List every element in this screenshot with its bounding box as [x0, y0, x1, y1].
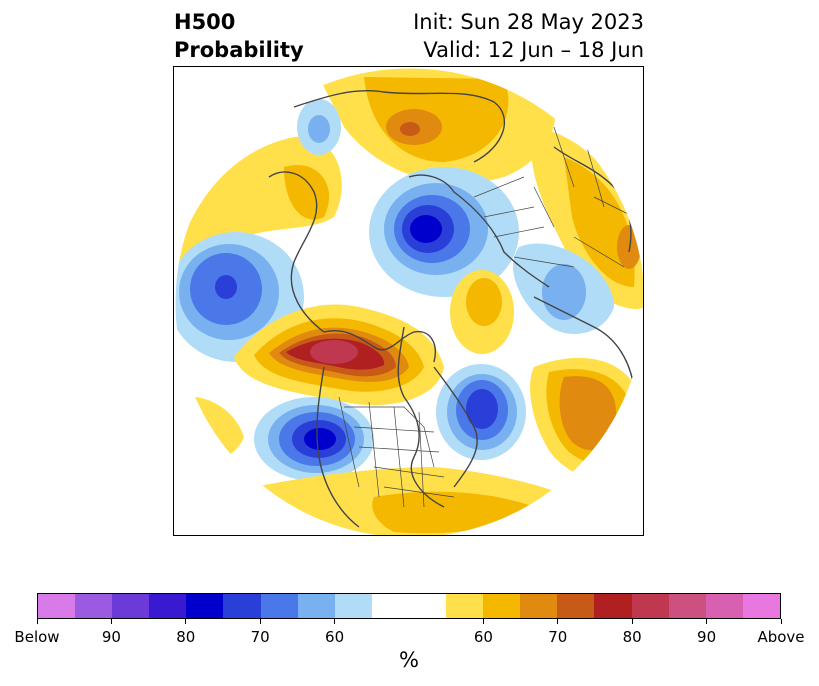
- colorbar-segment: [334, 594, 372, 618]
- colorbar-tick-label: 60: [325, 628, 345, 646]
- anomaly-atlantic-max: [559, 376, 617, 451]
- anomaly-arctic-min: [410, 215, 442, 243]
- colorbar-tick-label: 60: [473, 628, 493, 646]
- colorbar-tickmark: [706, 619, 708, 624]
- anomaly-pole-core: [466, 278, 502, 326]
- colorbar-segment: [520, 594, 558, 618]
- disk-edge: [174, 67, 643, 535]
- colorbar: [37, 593, 781, 619]
- us-state-lines: [338, 396, 425, 508]
- anomaly-east-peak: [617, 225, 641, 269]
- colorbar-segment: [446, 594, 484, 618]
- colorbar-segment: [668, 594, 706, 618]
- colorbar-tickmark: [780, 619, 782, 624]
- map-canvas: [174, 67, 643, 535]
- colorbar-tickmark: [185, 619, 187, 624]
- colorbar-segment: [260, 594, 298, 618]
- us-states: [344, 406, 455, 498]
- colorbar-segment: [112, 594, 150, 618]
- colorbar-tickmark: [482, 619, 484, 624]
- europe-borders: [553, 126, 635, 268]
- colorbar-tick-label: Above: [757, 628, 805, 646]
- coast-alaska: [268, 171, 325, 333]
- anomaly-positive-southwest: [175, 396, 244, 464]
- colorbar-tickmark: [334, 619, 336, 624]
- colorbar-segment: [371, 594, 409, 618]
- colorbar-tickmark: [557, 619, 559, 624]
- title-product: Probability: [174, 38, 304, 62]
- colorbar-tick-label: 70: [250, 628, 270, 646]
- eurasia-borders: [473, 176, 575, 268]
- colorbar-segment: [483, 594, 521, 618]
- coast-pacific-na: [316, 366, 360, 528]
- init-date: Init: Sun 28 May 2023: [413, 10, 644, 34]
- anomaly-north-max: [400, 122, 420, 136]
- anomaly-uswest-min: [304, 428, 336, 450]
- colorbar-segment: [631, 594, 669, 618]
- valid-range: Valid: 12 Jun – 18 Jun: [423, 38, 644, 62]
- coast-hudson: [397, 326, 445, 508]
- coast-siberia: [293, 89, 505, 163]
- coast-labrador: [433, 366, 478, 488]
- colorbar-segment: [594, 594, 632, 618]
- title-right: Init: Sun 28 May 2023 Valid: 12 Jun – 18…: [413, 8, 644, 64]
- colorbar-tickmark: [631, 619, 633, 624]
- anomaly-positive-east-core: [564, 157, 635, 287]
- coast-canada-arctic: [323, 330, 436, 363]
- colorbar-tickmark: [36, 619, 38, 624]
- probability-map: [173, 66, 644, 536]
- colorbar-segment: [75, 594, 113, 618]
- colorbar-segment: [186, 594, 224, 618]
- colorbar-tickmark: [110, 619, 112, 624]
- colorbar-tick-label: 80: [622, 628, 642, 646]
- anomaly-pacific-min: [215, 275, 237, 299]
- coast-greenland-north: [408, 174, 550, 288]
- colorbar-tick-label: 80: [176, 628, 196, 646]
- colorbar-segment: [742, 594, 780, 618]
- colorbar-segment: [557, 594, 595, 618]
- colorbar-tick-label: Below: [14, 628, 60, 646]
- colorbar-tick-label: 70: [548, 628, 568, 646]
- title-variable: H500: [174, 10, 236, 34]
- coastlines: [268, 89, 635, 528]
- anomaly-canada-max: [310, 340, 358, 364]
- anomaly-positive-northwest-core: [284, 165, 330, 220]
- colorbar-unit: %: [399, 648, 419, 672]
- colorbar-segment: [297, 594, 335, 618]
- colorbar-tick-label: 90: [101, 628, 121, 646]
- colorbar-segment: [149, 594, 187, 618]
- title-left: H500 Probability: [174, 8, 304, 64]
- coast-europe: [533, 296, 635, 388]
- colorbar-tick-label: 90: [697, 628, 717, 646]
- colorbar-segment: [38, 594, 76, 618]
- colorbar-segment: [408, 594, 447, 618]
- anomaly-arctic-west-core: [308, 115, 330, 143]
- colorbar-segment: [223, 594, 261, 618]
- anomaly-labrador-min: [466, 389, 498, 429]
- political-boundaries: [338, 126, 635, 508]
- colorbar-segment: [705, 594, 743, 618]
- colorbar-tickmark: [259, 619, 261, 624]
- probability-shading: [175, 68, 643, 535]
